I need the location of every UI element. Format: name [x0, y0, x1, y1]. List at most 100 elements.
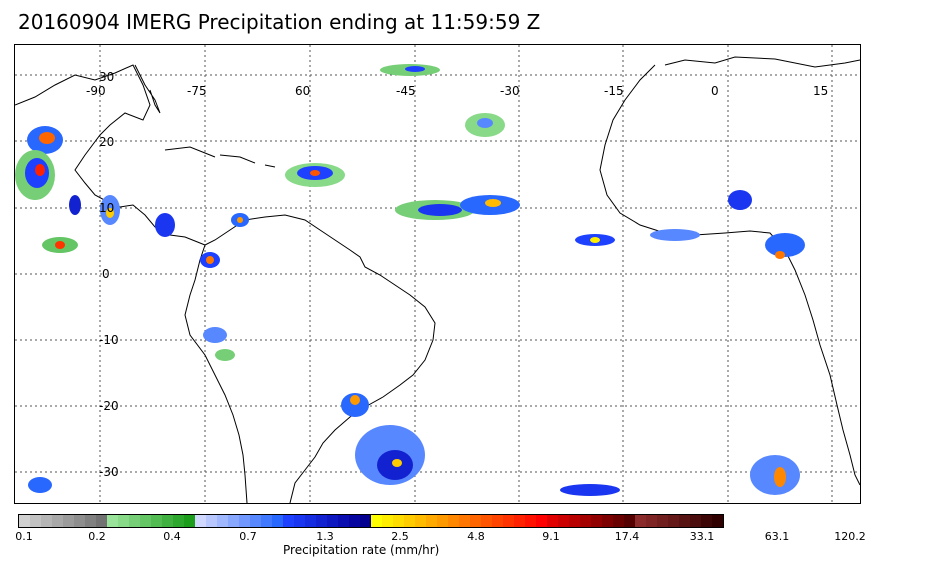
- rain-cell: [310, 170, 320, 176]
- colorbar-swatch: [184, 515, 195, 527]
- colorbar-swatch: [195, 515, 206, 527]
- coastline-south-america-west: [184, 244, 248, 503]
- map-title: 20160904 IMERG Precipitation ending at 1…: [18, 10, 541, 34]
- colorbar-tick: 2.5: [391, 530, 409, 543]
- lon-label: -90: [86, 84, 106, 98]
- rain-cell: [155, 213, 175, 237]
- colorbar-swatch: [657, 515, 668, 527]
- colorbar-swatch: [701, 515, 712, 527]
- rain-cell: [590, 237, 600, 243]
- colorbar-swatch: [250, 515, 261, 527]
- colorbar-swatch: [569, 515, 580, 527]
- colorbar-swatch: [206, 515, 217, 527]
- colorbar-swatch: [305, 515, 316, 527]
- colorbar-swatch: [162, 515, 173, 527]
- colorbar-swatch: [580, 515, 591, 527]
- precipitation-colorbar: [18, 514, 724, 528]
- colorbar-swatch: [547, 515, 558, 527]
- coastline-florida: [134, 64, 161, 114]
- colorbar-swatch: [19, 515, 30, 527]
- colorbar-swatch: [107, 515, 118, 527]
- colorbar-swatch: [591, 515, 602, 527]
- colorbar-swatch: [712, 515, 723, 527]
- colorbar-swatch: [349, 515, 360, 527]
- colorbar-swatch: [602, 515, 613, 527]
- coastline-puerto-rico: [264, 164, 276, 168]
- colorbar-swatch: [151, 515, 162, 527]
- colorbar-swatch: [129, 515, 140, 527]
- colorbar-swatch: [294, 515, 305, 527]
- lon-label: -45: [396, 84, 416, 98]
- colorbar-swatch: [668, 515, 679, 527]
- colorbar-tick: 33.1: [689, 530, 715, 543]
- colorbar-swatch: [85, 515, 96, 527]
- lat-label: 30: [99, 70, 114, 84]
- colorbar-swatch: [96, 515, 107, 527]
- rain-cell: [55, 241, 65, 249]
- lat-label: -30: [99, 465, 119, 479]
- longitude-labels: -90 -75 60 -45 -30 -15 0 15: [86, 84, 828, 98]
- map-canvas: -90 -75 60 -45 -30 -15 0 15 30 20 10 0 -…: [15, 45, 860, 503]
- colorbar-swatch: [118, 515, 129, 527]
- rain-cell: [560, 484, 620, 496]
- colorbar-swatch: [327, 515, 338, 527]
- colorbar-tick: 120.2: [834, 530, 866, 543]
- colorbar-swatch: [646, 515, 657, 527]
- rain-cell: [405, 66, 425, 72]
- colorbar-swatch: [503, 515, 514, 527]
- latitude-labels: 30 20 10 0 -10 -20 -30: [99, 70, 119, 479]
- colorbar-swatch: [448, 515, 459, 527]
- lat-label: 0: [102, 267, 110, 281]
- rain-cell: [392, 459, 402, 467]
- rain-cell: [28, 477, 52, 493]
- colorbar-swatch: [30, 515, 41, 527]
- colorbar-swatch: [690, 515, 701, 527]
- colorbar-tick: 9.1: [542, 530, 560, 543]
- colorbar-swatch: [404, 515, 415, 527]
- colorbar-tick: 4.8: [467, 530, 485, 543]
- rain-cell: [35, 164, 45, 176]
- coastline-mediterranean: [664, 56, 860, 68]
- colorbar-tick: 0.1: [15, 530, 33, 543]
- colorbar-swatch: [52, 515, 63, 527]
- lat-label: -20: [99, 399, 119, 413]
- colorbar-swatch: [393, 515, 404, 527]
- colorbar-swatch: [74, 515, 85, 527]
- lat-label: 20: [99, 135, 114, 149]
- colorbar-swatch: [283, 515, 294, 527]
- rain-cell: [775, 251, 785, 259]
- rain-cell: [237, 217, 243, 223]
- colorbar-swatch: [624, 515, 635, 527]
- coastline-africa: [599, 64, 860, 486]
- rain-cell: [485, 199, 501, 207]
- lon-label: 0: [711, 84, 719, 98]
- rain-cell: [215, 349, 235, 361]
- lon-label: -30: [500, 84, 520, 98]
- rain-cell: [206, 256, 214, 264]
- colorbar-tick: 17.4: [614, 530, 640, 543]
- colorbar-swatch: [613, 515, 624, 527]
- rain-cell: [774, 467, 786, 487]
- coastlines: [15, 56, 860, 503]
- colorbar-swatch: [459, 515, 470, 527]
- colorbar-swatch: [239, 515, 250, 527]
- colorbar-tick: 0.4: [163, 530, 181, 543]
- colorbar-swatch: [272, 515, 283, 527]
- colorbar-swatch: [140, 515, 151, 527]
- colorbar-swatch: [558, 515, 569, 527]
- colorbar-swatch: [470, 515, 481, 527]
- colorbar-swatch: [316, 515, 327, 527]
- rain-cell: [477, 118, 493, 128]
- coastline-cuba: [164, 146, 216, 158]
- colorbar-swatch: [426, 515, 437, 527]
- colorbar-swatch: [415, 515, 426, 527]
- rain-cell: [39, 132, 55, 144]
- colorbar-swatch: [338, 515, 349, 527]
- rain-cell: [765, 233, 805, 257]
- rain-cell: [728, 190, 752, 210]
- graticule: [15, 45, 860, 503]
- colorbar-swatch: [437, 515, 448, 527]
- rain-cell: [418, 204, 462, 216]
- rain-cell: [650, 229, 700, 241]
- colorbar-swatch: [371, 515, 382, 527]
